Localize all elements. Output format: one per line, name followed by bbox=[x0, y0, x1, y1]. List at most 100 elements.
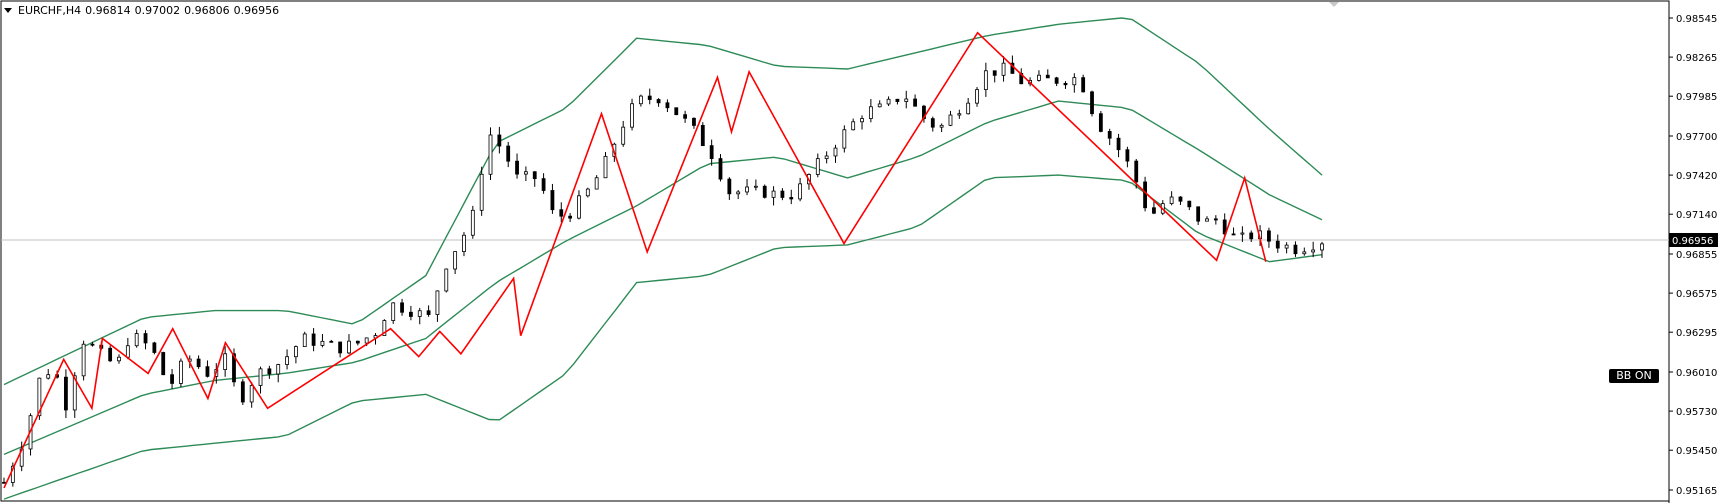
candle-body-bull bbox=[444, 268, 449, 292]
candle-body-bull bbox=[46, 374, 51, 379]
candle-body-bear bbox=[550, 190, 555, 211]
candle bbox=[46, 369, 51, 380]
candle bbox=[506, 141, 511, 168]
candle-body-bull bbox=[753, 185, 758, 188]
candle bbox=[347, 334, 351, 355]
candle-body-bull bbox=[630, 103, 634, 128]
candle-body-bull bbox=[391, 302, 396, 321]
candle bbox=[886, 96, 891, 107]
bollinger-bands bbox=[3, 17, 1323, 500]
price-tick-label: 0.96855 bbox=[1676, 250, 1717, 261]
candle bbox=[444, 268, 449, 293]
price-tick-label: 0.96010 bbox=[1676, 368, 1717, 379]
candle bbox=[868, 99, 873, 123]
dropdown-triangle-icon[interactable] bbox=[4, 8, 12, 13]
candle-body-bear bbox=[1045, 74, 1050, 79]
candle-body-bull bbox=[523, 171, 528, 175]
candle-body-bear bbox=[1125, 149, 1130, 162]
candle-body-bull bbox=[1205, 218, 1209, 222]
candle bbox=[1178, 196, 1183, 205]
candle bbox=[780, 188, 785, 201]
candle-body-bull bbox=[824, 155, 829, 160]
candle bbox=[462, 232, 466, 257]
candle-body-bull bbox=[470, 209, 475, 236]
candle-body-bear bbox=[541, 178, 546, 191]
candle bbox=[1213, 215, 1218, 225]
candle bbox=[10, 462, 15, 487]
candle bbox=[559, 202, 564, 223]
candle-body-bear bbox=[1213, 218, 1218, 221]
candle bbox=[656, 98, 661, 107]
candle bbox=[205, 360, 210, 378]
candle bbox=[391, 302, 396, 324]
candle bbox=[108, 345, 113, 363]
candle bbox=[824, 151, 829, 164]
candle-body-bull bbox=[621, 126, 626, 145]
candle-body-bull bbox=[745, 186, 749, 193]
bb-on-button[interactable]: BB ON bbox=[1609, 369, 1659, 383]
candle bbox=[948, 110, 953, 127]
candle bbox=[134, 329, 139, 348]
candle bbox=[64, 369, 68, 419]
candle-body-bull bbox=[294, 346, 298, 358]
candle bbox=[736, 190, 741, 200]
candle-body-bull bbox=[939, 124, 944, 128]
candle bbox=[895, 98, 900, 105]
candle-body-bull bbox=[948, 114, 953, 126]
candle bbox=[1169, 191, 1174, 206]
candle bbox=[196, 355, 201, 369]
candle-body-bull bbox=[868, 106, 873, 119]
candle bbox=[647, 88, 652, 105]
candle bbox=[285, 349, 289, 370]
candle bbox=[789, 189, 794, 205]
candle-body-bull bbox=[585, 188, 590, 197]
candle-body-bear bbox=[267, 368, 272, 375]
candle bbox=[1187, 200, 1192, 211]
candle bbox=[860, 115, 864, 130]
candle-body-bear bbox=[992, 70, 997, 76]
candle bbox=[1302, 247, 1307, 256]
candle-body-bull bbox=[851, 121, 856, 131]
candle bbox=[1231, 227, 1236, 236]
candle bbox=[727, 177, 732, 200]
candle-body-bull bbox=[417, 310, 422, 317]
candle-body-bull bbox=[1037, 74, 1041, 81]
candle-body-bull bbox=[603, 155, 608, 179]
candle-body-bull bbox=[966, 102, 971, 115]
candle-body-bull bbox=[833, 147, 838, 157]
candle-body-bull bbox=[860, 118, 864, 123]
symbol-label: EURCHF,H4 bbox=[18, 4, 82, 17]
candle bbox=[1240, 226, 1245, 242]
candle-body-bull bbox=[1169, 196, 1174, 205]
candle bbox=[541, 173, 546, 194]
candle bbox=[1293, 241, 1298, 257]
candle bbox=[267, 365, 272, 379]
candle-body-bear bbox=[1134, 160, 1139, 183]
candle bbox=[249, 382, 254, 408]
candle-body-bull bbox=[736, 191, 741, 195]
price-tick-label: 0.97140 bbox=[1676, 210, 1717, 221]
candle bbox=[621, 120, 626, 147]
candle bbox=[497, 126, 502, 154]
candle-body-bear bbox=[1293, 244, 1298, 255]
candle bbox=[117, 354, 121, 364]
candle-body-bear bbox=[170, 374, 174, 384]
candle bbox=[975, 87, 979, 107]
chart-frame bbox=[0, 0, 1670, 502]
candle bbox=[585, 187, 590, 198]
candle-body-bear bbox=[674, 107, 679, 116]
candle-body-bear bbox=[497, 134, 502, 147]
scroll-marker-icon[interactable] bbox=[1329, 2, 1339, 7]
candle-body-bear bbox=[205, 366, 210, 377]
candle-body-bear bbox=[1143, 181, 1147, 209]
candle bbox=[479, 166, 484, 216]
candle bbox=[488, 127, 493, 180]
candle bbox=[1267, 227, 1271, 248]
candle bbox=[1205, 216, 1209, 222]
candle bbox=[90, 341, 95, 347]
candle-body-bear bbox=[1107, 131, 1112, 139]
candle-body-bear bbox=[152, 342, 157, 353]
candle bbox=[294, 345, 298, 364]
candle-body-bear bbox=[1178, 196, 1183, 202]
